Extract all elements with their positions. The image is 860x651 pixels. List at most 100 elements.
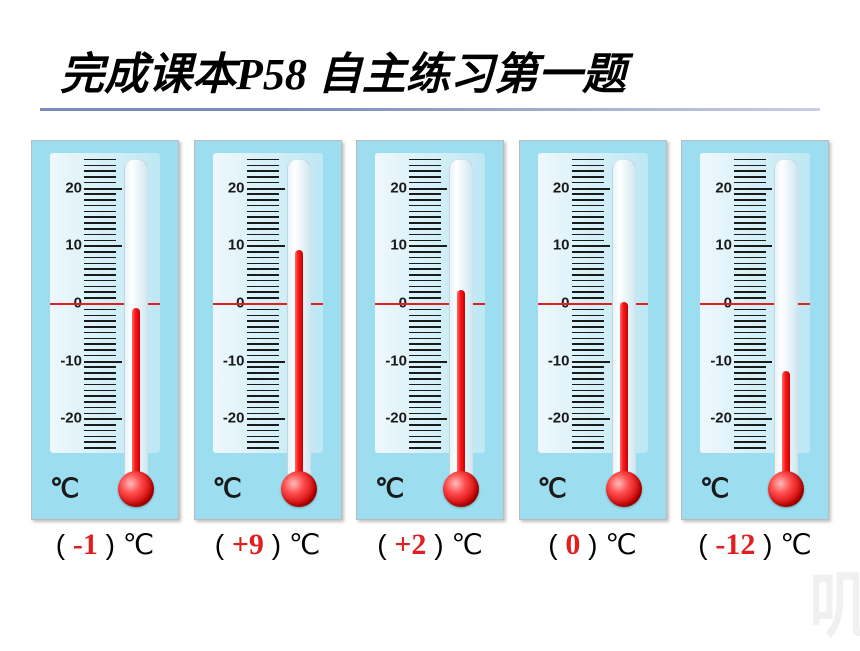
tick xyxy=(409,343,441,345)
tick xyxy=(734,378,766,380)
tick xyxy=(572,170,604,172)
tick-label: -10 xyxy=(702,352,732,369)
tick xyxy=(247,390,279,392)
tick xyxy=(84,280,116,282)
tick xyxy=(84,211,116,213)
page-title: 完成课本P58 自主练习第一题 xyxy=(60,38,626,102)
mercury-bulb xyxy=(118,471,154,507)
tick xyxy=(734,413,766,415)
tick xyxy=(84,355,116,357)
tick xyxy=(409,338,441,340)
tick xyxy=(572,395,604,397)
tick xyxy=(409,228,441,230)
tick xyxy=(84,338,116,340)
tick xyxy=(409,257,441,259)
answer-value: 0 xyxy=(565,528,580,561)
tick xyxy=(409,332,441,334)
tick xyxy=(84,361,122,363)
tick xyxy=(734,188,772,190)
tick xyxy=(247,384,279,386)
tick xyxy=(572,291,604,293)
tick xyxy=(572,384,604,386)
tick xyxy=(247,176,279,178)
tick xyxy=(84,176,116,178)
tick xyxy=(572,418,610,420)
tick xyxy=(247,188,285,190)
tick-label: -10 xyxy=(540,352,570,369)
tick-label: 10 xyxy=(377,237,407,254)
tick xyxy=(84,441,116,443)
tick xyxy=(247,170,279,172)
tick xyxy=(84,309,116,311)
tick xyxy=(734,447,766,449)
tick xyxy=(84,268,116,270)
mercury xyxy=(620,302,628,488)
tick xyxy=(84,384,116,386)
tick xyxy=(734,326,766,328)
tick xyxy=(84,297,116,299)
tick xyxy=(409,291,441,293)
tick xyxy=(247,193,279,195)
tick xyxy=(84,366,116,368)
tick xyxy=(247,378,279,380)
tick xyxy=(84,413,116,415)
tick-label: 20 xyxy=(377,179,407,196)
answer: ( +9 ) ℃ xyxy=(193,528,343,562)
tick xyxy=(572,372,604,374)
tick xyxy=(734,355,766,357)
tick xyxy=(247,430,279,432)
answer-value: +2 xyxy=(394,528,426,561)
tick xyxy=(84,165,116,167)
tick xyxy=(734,199,766,201)
tick xyxy=(84,424,116,426)
tick xyxy=(84,222,116,224)
tick xyxy=(409,193,441,195)
tick xyxy=(247,240,279,242)
tick xyxy=(409,199,441,201)
tick xyxy=(84,228,116,230)
tick xyxy=(247,320,279,322)
tick xyxy=(572,297,604,299)
tick xyxy=(409,263,441,265)
tick xyxy=(572,413,604,415)
tick xyxy=(84,234,116,236)
tick xyxy=(409,297,441,299)
tick xyxy=(572,211,604,213)
tick xyxy=(409,372,441,374)
tick xyxy=(84,205,116,207)
tick xyxy=(247,309,279,311)
tick xyxy=(572,234,604,236)
tick xyxy=(572,263,604,265)
tick xyxy=(409,170,441,172)
tick xyxy=(734,384,766,386)
tick-label: 20 xyxy=(702,179,732,196)
tick xyxy=(84,326,116,328)
tick xyxy=(247,366,279,368)
tick xyxy=(734,159,766,161)
celsius-label: ℃ xyxy=(700,473,729,504)
tick xyxy=(734,222,766,224)
tick xyxy=(409,355,441,357)
tick xyxy=(734,251,766,253)
tick xyxy=(84,372,116,374)
tick xyxy=(84,418,122,420)
tick xyxy=(84,320,116,322)
tick xyxy=(247,326,279,328)
tick xyxy=(409,436,441,438)
tick xyxy=(572,401,604,403)
tick xyxy=(247,315,279,317)
thermometer-panel: 20100-10-20℃ xyxy=(194,140,342,520)
mercury xyxy=(132,308,140,488)
tick xyxy=(572,182,604,184)
tick xyxy=(409,447,441,449)
tick xyxy=(84,315,116,317)
tick xyxy=(409,205,441,207)
thermometer-panel: 20100-10-20℃ xyxy=(681,140,829,520)
tick xyxy=(409,211,441,213)
tick xyxy=(247,268,279,270)
tick xyxy=(572,447,604,449)
celsius-label: ℃ xyxy=(213,473,242,504)
tick xyxy=(84,401,116,403)
tick xyxy=(572,257,604,259)
tick xyxy=(247,441,279,443)
